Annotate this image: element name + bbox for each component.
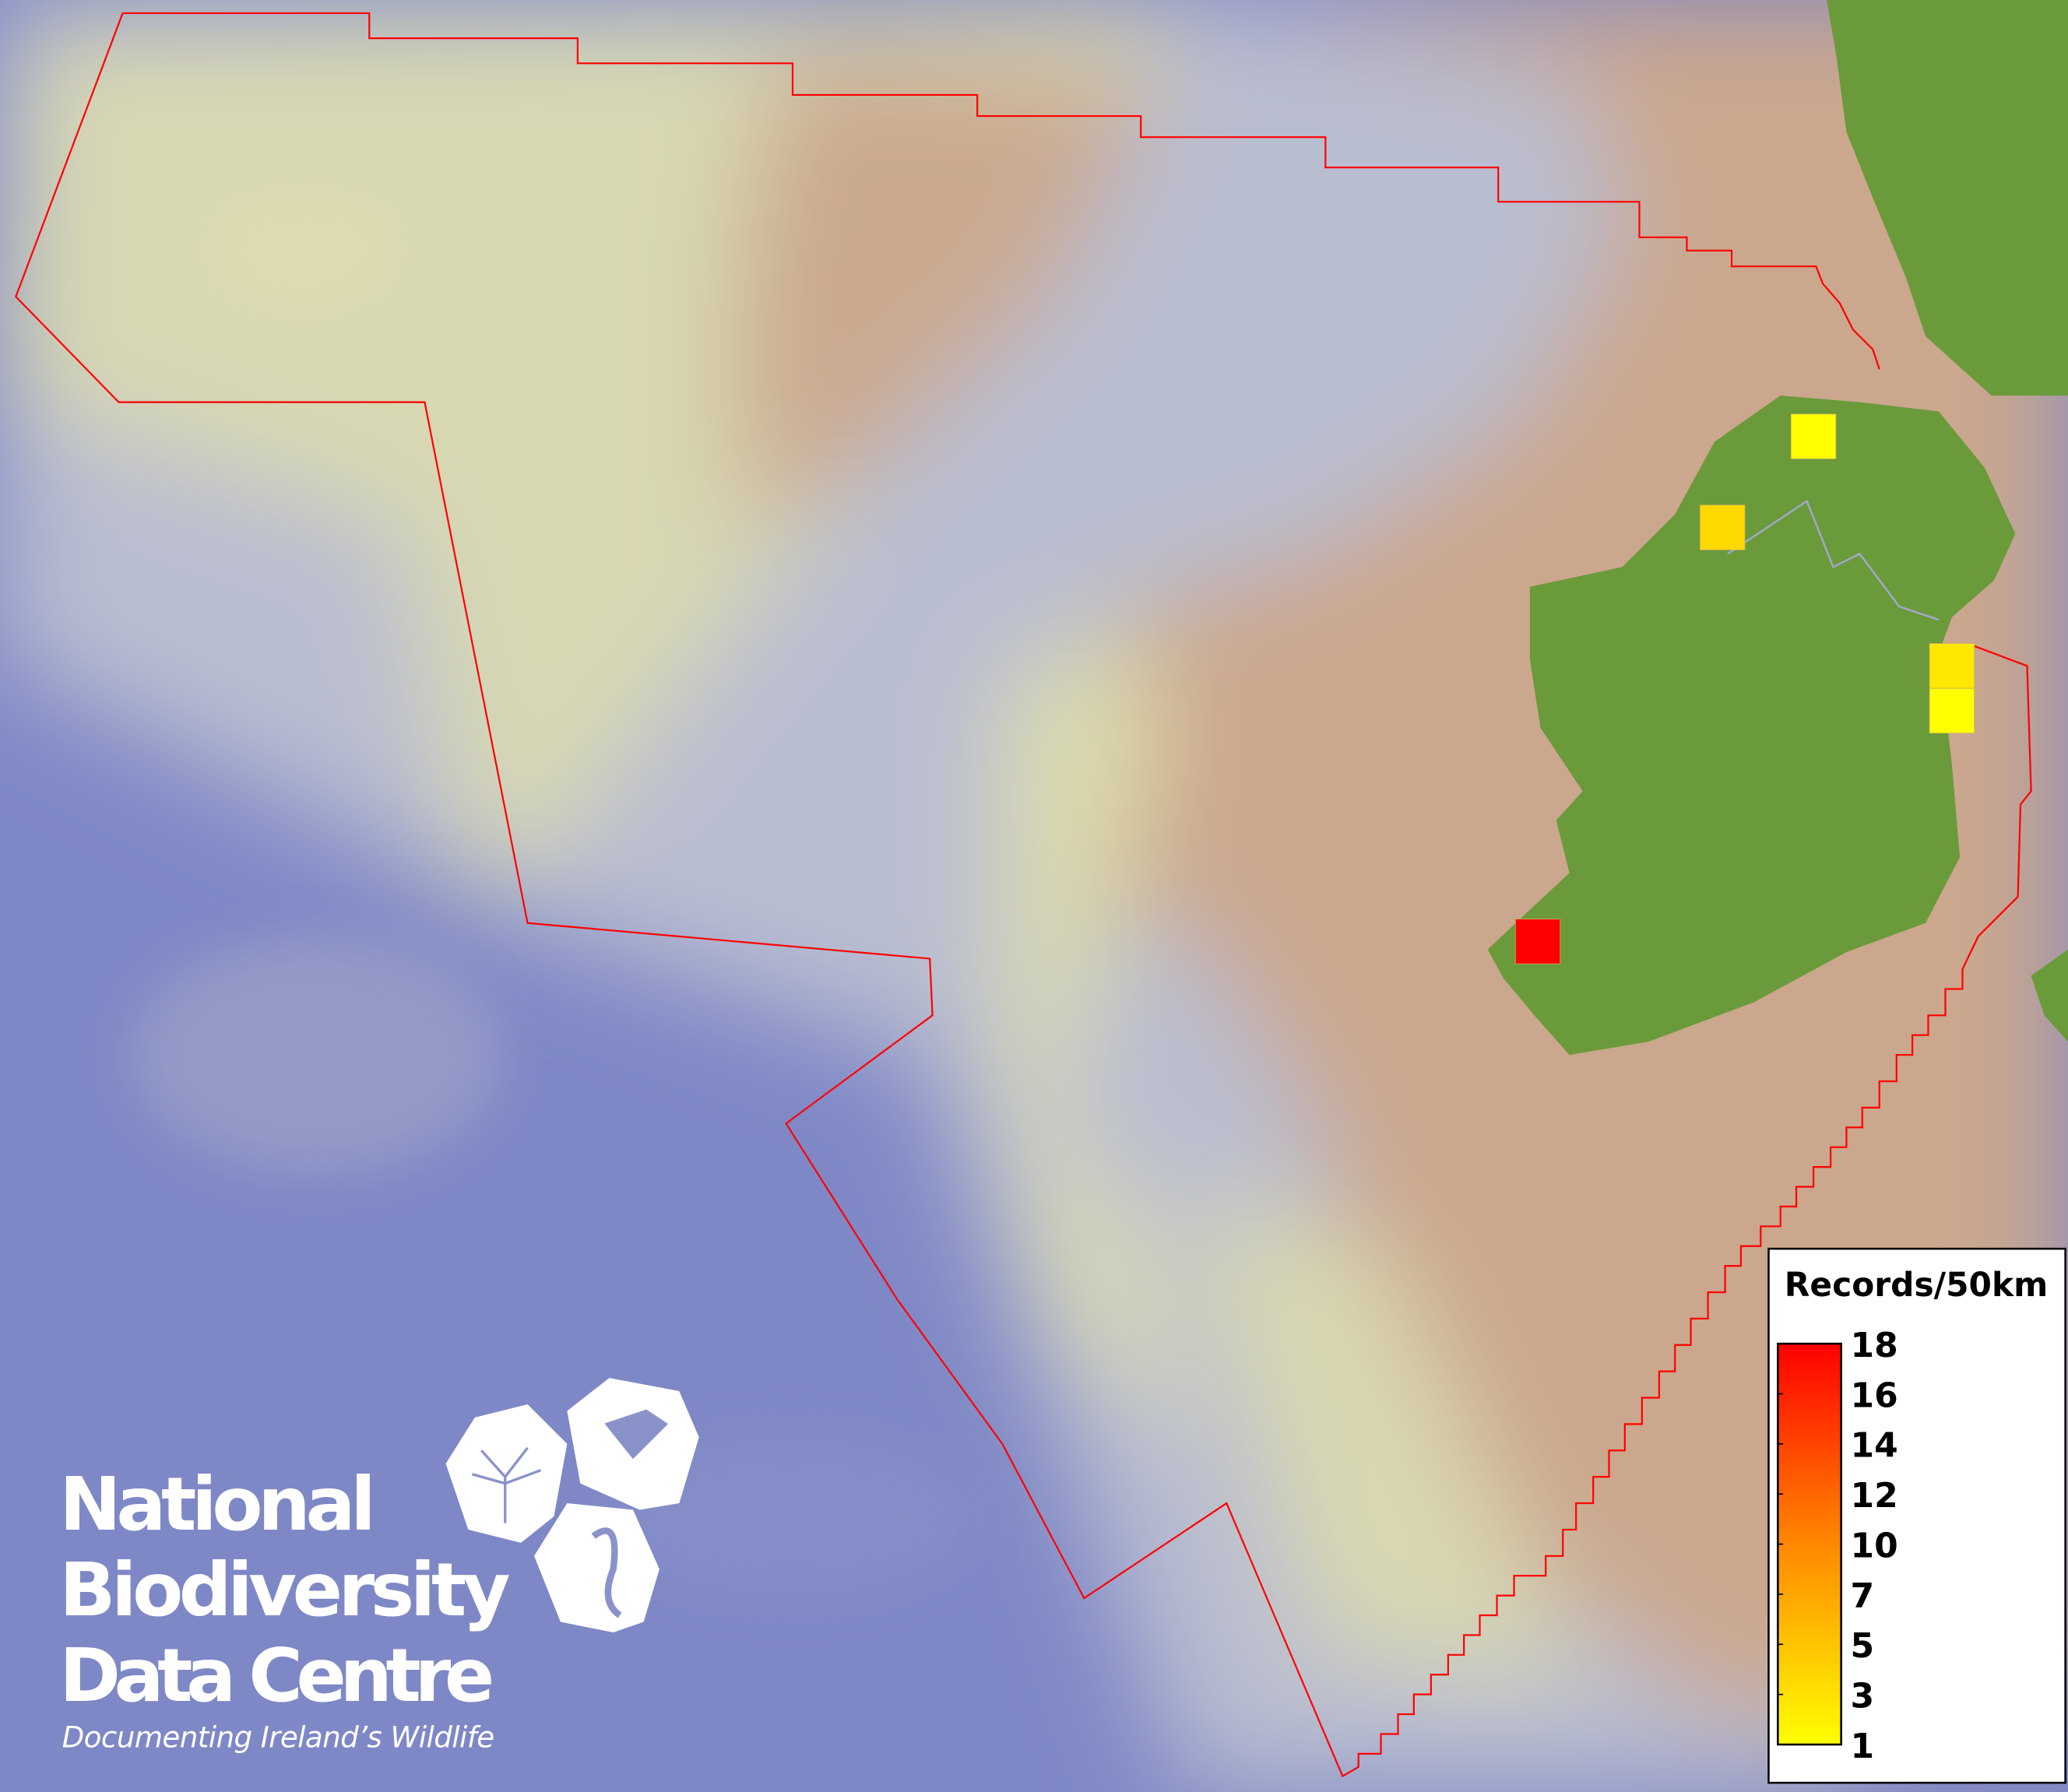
- grid-cell: [1790, 413, 1837, 459]
- study-area-boundary: [15, 12, 2032, 1778]
- border-line: [1727, 499, 1940, 621]
- logo-line-biodiversity: Biodiversity: [59, 1548, 510, 1633]
- logo-tagline: Documenting Ireland’s Wildlife: [62, 1720, 495, 1754]
- logo-icons: [445, 1378, 699, 1633]
- legend-tick-label: 18: [1851, 1326, 1898, 1365]
- legend-tick-label: 7: [1851, 1576, 1875, 1616]
- grid-cell: [1929, 643, 1975, 689]
- legend-tick-label: 16: [1851, 1376, 1898, 1415]
- legend-tick-label: 5: [1851, 1626, 1875, 1666]
- legend-tick-label: 3: [1851, 1677, 1875, 1716]
- legend-title: Records/50km: [1785, 1266, 2048, 1304]
- scotland-landmass: [1827, 0, 2068, 396]
- nbdc-logo: National Biodiversity Data Centre Docume…: [59, 1378, 699, 1754]
- grid-cell: [1929, 687, 1975, 734]
- logo-line-national: National: [59, 1462, 376, 1548]
- legend-tick-label: 12: [1851, 1476, 1898, 1516]
- grid-cell: [1514, 919, 1561, 965]
- grid-cell: [1699, 504, 1746, 550]
- seahorse-icon: [534, 1503, 659, 1633]
- legend-tick-label: 1: [1851, 1727, 1875, 1766]
- legend: Records/50km 18 16 14 12 10 7 5 3 1: [1767, 1247, 2066, 1784]
- legend-tick-label: 10: [1851, 1526, 1898, 1565]
- grid-cells: [1514, 413, 1975, 965]
- legend-color-bar: [1777, 1342, 1842, 1746]
- wales-landmass: [2031, 949, 2068, 1042]
- logo-line-data-centre: Data Centre: [59, 1633, 494, 1719]
- legend-tick-label: 14: [1851, 1426, 1898, 1466]
- ireland-landmass: [1487, 395, 2016, 1056]
- land: [1487, 0, 2068, 1056]
